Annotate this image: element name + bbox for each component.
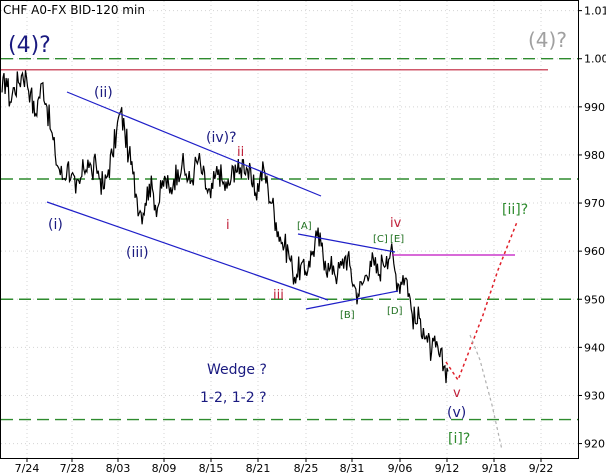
label-b: [B] [340, 310, 355, 321]
channel-lower-line [46, 201, 329, 301]
price-series [1, 70, 449, 384]
label-iii-red: iii [273, 288, 284, 303]
label-i-paren: (i) [48, 217, 63, 233]
y-tick-label: 940 [584, 341, 605, 354]
y-tick-label: 980 [584, 149, 605, 162]
label-v-paren: (v) [447, 405, 466, 421]
y-tick-label: 1.01 [584, 5, 606, 18]
y-tick-label: 1.00 [584, 53, 606, 66]
label-c: [C] [373, 234, 388, 245]
x-tick-label: 8/15 [199, 462, 224, 473]
y-axis: 1.01 1.00 990 980 970 960 950 940 930 920 [578, 5, 606, 451]
label-d: [D] [387, 306, 403, 317]
x-tick-label: 8/21 [246, 462, 271, 473]
level-lines [1, 58, 578, 421]
x-tick-label: 9/18 [482, 462, 507, 473]
label-wave4-gray: (4)? [528, 28, 567, 52]
x-tick-label: 7/24 [15, 462, 40, 473]
plot-frame [0, 0, 579, 459]
triangle-upper-line [297, 233, 396, 253]
x-tick-label: 7/28 [60, 462, 85, 473]
triangle-lower-line [305, 290, 399, 310]
x-tick-label: 9/22 [529, 462, 554, 473]
label-ii-red: ii [237, 145, 244, 160]
projection-path [445, 221, 518, 382]
x-axis: 7/24 7/28 8/03 8/09 8/15 8/21 8/25 8/31 9/06 9/12… [15, 458, 554, 473]
label-iv-red: iv [390, 216, 402, 231]
label-one-two: 1-2, 1-2 ? [200, 390, 267, 406]
x-tick-label: 9/06 [388, 462, 413, 473]
label-ii-green: [ii]? [502, 202, 528, 218]
y-tick-label: 990 [584, 101, 605, 114]
label-wedge: Wedge ? [207, 362, 267, 378]
x-tick-label: 8/31 [340, 462, 365, 473]
x-tick-label: 9/12 [435, 462, 460, 473]
label-v-red: v [453, 386, 461, 401]
alt-projection-path [469, 334, 503, 451]
wave-overlays [46, 91, 518, 451]
channel-upper-line [66, 91, 322, 197]
y-tick-label: 970 [584, 197, 605, 210]
label-a: [A] [297, 221, 312, 232]
label-ii-paren: (ii) [94, 85, 113, 101]
price-line [1, 70, 449, 384]
x-tick-label: 8/03 [106, 462, 131, 473]
y-tick-label: 920 [584, 438, 605, 451]
label-i-red: i [226, 218, 230, 233]
label-iv-paren: (iv)? [206, 130, 237, 146]
label-iii-paren: (iii) [126, 245, 149, 261]
chart-title: CHF A0-FX BID-120 min [3, 3, 145, 17]
x-tick-label: 8/09 [152, 462, 177, 473]
label-i-green: [i]? [448, 431, 470, 447]
label-e: [E] [390, 234, 404, 245]
x-tick-label: 8/25 [294, 462, 319, 473]
y-tick-label: 930 [584, 389, 605, 402]
y-tick-label: 960 [584, 245, 605, 258]
y-tick-label: 950 [584, 293, 605, 306]
label-wave4: (4)? [8, 33, 51, 58]
